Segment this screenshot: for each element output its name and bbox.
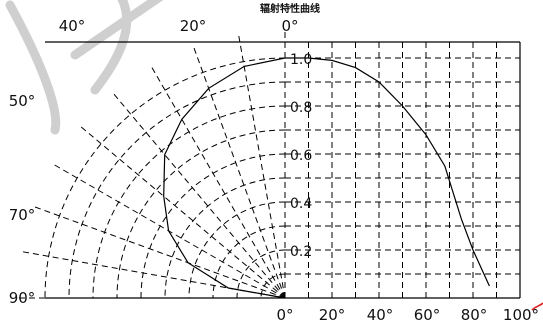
- x-tick-label: 20°: [319, 306, 346, 323]
- polar-spoke-1: [237, 33, 286, 299]
- polar-series-line: [163, 57, 286, 299]
- polar-ring-3: [92, 105, 286, 299]
- polar-ring-2: [140, 153, 286, 299]
- corner-mark: [531, 302, 543, 311]
- x-tick-label: 60°: [414, 306, 441, 323]
- radial-label: 0.8: [290, 100, 312, 116]
- polar-spoke-7: [32, 205, 286, 299]
- polar-spoke-2: [192, 45, 286, 299]
- x-tick-label: 0°: [276, 306, 293, 323]
- angle-label-top: 0°: [281, 17, 298, 35]
- polar-ring-4: [44, 57, 286, 299]
- chart-title: 辐射特性曲线: [260, 2, 320, 15]
- angle-label-top: 40°: [59, 17, 86, 35]
- polar-subring-1: [212, 225, 286, 299]
- radial-label: 1.0: [290, 52, 312, 68]
- polar-spoke-4: [111, 91, 286, 299]
- polar-ring-1: [188, 201, 286, 299]
- angle-label-top: 20°: [180, 17, 207, 35]
- angle-label-left: 50°: [9, 92, 36, 110]
- angle-label-left: 90°: [9, 289, 36, 307]
- polar-spoke-3: [150, 64, 286, 299]
- angle-label-left: 70°: [9, 206, 36, 224]
- watermark: [5, 0, 164, 135]
- x-tick-label: 100°: [503, 306, 539, 323]
- radial-label: 0.6: [290, 148, 312, 164]
- cartesian-series-line: [285, 57, 490, 287]
- radial-label: 0.2: [290, 244, 312, 260]
- x-tick-label: 40°: [367, 306, 394, 323]
- polar-spoke-5: [78, 124, 286, 299]
- plot-area: 1.0 0.8 0.6 0.4 0.2 40° 20° 0° 50° 70° 90° 0° 20° 40°…: [9, 17, 539, 323]
- polar-subring-4: [68, 81, 286, 299]
- radial-label: 0.4: [290, 196, 312, 212]
- x-tick-label: 80°: [461, 306, 488, 323]
- polar-subring-2: [164, 177, 286, 299]
- polar-subring-3: [116, 129, 286, 299]
